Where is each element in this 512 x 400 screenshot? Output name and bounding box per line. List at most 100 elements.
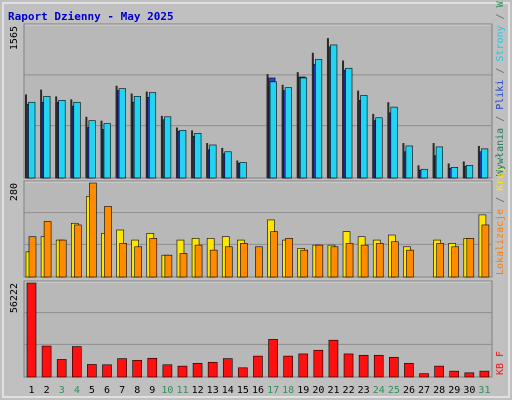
top-bar-files-19 — [299, 77, 308, 179]
bottom-bar-kb-25 — [389, 356, 399, 378]
bottom-bar-kb-1 — [26, 282, 37, 378]
top-bar-hits-12 — [191, 130, 194, 178]
top-bar-hits-7 — [115, 85, 118, 178]
middle-bar-front-1 — [28, 236, 37, 278]
middle-bar-front-3 — [58, 239, 67, 278]
top-bar-hits-27 — [417, 165, 420, 178]
top-bar-hits-22 — [342, 60, 345, 178]
middle-bar-front-6 — [104, 206, 112, 278]
top-bar-files-30 — [466, 165, 474, 179]
top-bar-files-15 — [239, 162, 247, 179]
top-panel-ytick-label: 1565 — [9, 26, 20, 50]
bottom-bar-kb-9 — [147, 357, 158, 378]
x-label-7: 7 — [119, 385, 125, 396]
top-bar-hits-4 — [70, 99, 73, 178]
top-panel-right-label-part-5: / — [495, 7, 506, 25]
middle-bar-front-10 — [164, 254, 173, 278]
top-bar-hits-14 — [221, 147, 224, 178]
middle-panel-right-label-part-0: Lokalizacje — [495, 209, 506, 275]
top-bar-files-8 — [133, 96, 141, 179]
top-bar-files-7 — [118, 88, 126, 179]
top-bar-hits-20 — [311, 52, 314, 178]
x-axis-labels: 1 2 3 4 5 6 7 8 9 10 11 12 13 14 15 16 17 18 19 20 21 22 23 24 2… — [29, 385, 491, 396]
middle-bar-front-14 — [224, 246, 233, 278]
top-bar-hits-6 — [100, 120, 103, 178]
bottom-bar-kb-27 — [419, 373, 429, 378]
middle-bar-front-30 — [466, 238, 475, 278]
middle-bar-front-2 — [43, 221, 52, 278]
x-label-16: 16 — [252, 385, 264, 396]
top-bar-hits-23 — [357, 90, 360, 178]
middle-bar-front-21 — [330, 246, 339, 278]
top-bar-files-13 — [209, 144, 217, 179]
top-bar-files-22 — [345, 67, 353, 179]
x-label-27: 27 — [418, 385, 430, 396]
bottom-bar-kb-2 — [41, 345, 52, 378]
bottom-bar-kb-16 — [253, 355, 263, 378]
top-bar-hits-11 — [175, 127, 178, 178]
middle-bar-front-25 — [391, 241, 399, 278]
top-bar-hits-31 — [477, 145, 480, 178]
bottom-bar-kb-6 — [102, 364, 112, 378]
x-label-8: 8 — [134, 385, 140, 396]
top-bar-hits-29 — [447, 163, 450, 178]
top-bar-hits-24 — [372, 113, 375, 178]
middle-bar-front-22 — [345, 243, 354, 278]
bottom-bar-kb-13 — [207, 361, 218, 378]
top-bar-files-28 — [435, 146, 443, 179]
x-label-4: 4 — [74, 385, 80, 396]
bottom-bar-kb-12 — [192, 362, 203, 378]
bottom-panel-ytick-label: 56222 — [9, 283, 20, 313]
top-bar-files-14 — [224, 151, 232, 179]
top-bar-files-24 — [375, 117, 383, 179]
x-label-22: 22 — [343, 385, 355, 396]
top-bar-hits-9 — [145, 91, 148, 178]
middle-panel-right-label: Lokalizacje / Kraj — [495, 167, 506, 275]
top-bar-files-4 — [73, 101, 81, 179]
middle-bar-front-28 — [436, 243, 444, 278]
bottom-bar-kb-26 — [404, 362, 414, 378]
top-panel-right-label-part-3: / — [495, 62, 506, 80]
middle-bar-front-9 — [149, 238, 158, 278]
top-bar-hits-28 — [432, 143, 435, 178]
x-label-2: 2 — [44, 385, 50, 396]
x-label-26: 26 — [403, 385, 415, 396]
x-label-24: 24 — [373, 385, 385, 396]
top-panel-right-label-part-0: Wywłania — [495, 128, 506, 176]
bottom-bar-kb-20 — [313, 349, 324, 378]
top-bar-hits-10 — [160, 115, 163, 178]
top-panel-right-label-part-4: Strony — [495, 25, 506, 61]
middle-bar-front-16 — [255, 246, 263, 278]
top-bar-hits-19 — [296, 72, 299, 178]
top-bar-files-27 — [420, 168, 428, 179]
top-bar-files-1 — [28, 101, 36, 179]
bottom-bar-kb-31 — [479, 370, 490, 378]
top-bar-files-23 — [360, 95, 368, 179]
middle-bar-front-18 — [285, 238, 293, 278]
middle-bar-front-7 — [119, 243, 127, 278]
bottom-bar-kb-10 — [162, 364, 173, 378]
middle-bar-front-11 — [179, 253, 188, 278]
top-bar-hits-1 — [25, 94, 27, 178]
x-label-29: 29 — [448, 385, 460, 396]
middle-bar-front-24 — [375, 243, 384, 278]
middle-bar-front-4 — [73, 224, 82, 278]
middle-panel-right-label-part-2: Kraj — [495, 167, 506, 191]
middle-bar-front-13 — [209, 249, 218, 278]
bottom-bar-kb-21 — [328, 339, 339, 378]
top-bar-files-31 — [481, 148, 489, 179]
top-bar-hits-2 — [40, 89, 43, 178]
top-bar-hits-5 — [85, 116, 88, 178]
bottom-bar-kb-8 — [132, 359, 142, 378]
middle-bar-front-12 — [194, 244, 203, 278]
x-label-28: 28 — [433, 385, 445, 396]
middle-bar-front-31 — [481, 224, 490, 278]
x-label-3: 3 — [59, 385, 65, 396]
bottom-panel-right-label: KB F — [495, 351, 506, 375]
top-panel-right-label-part-1: / — [495, 110, 506, 128]
top-bar-hits-3 — [55, 96, 58, 178]
x-label-11: 11 — [176, 385, 188, 396]
x-label-20: 20 — [312, 385, 324, 396]
top-bar-hits-8 — [130, 93, 133, 178]
